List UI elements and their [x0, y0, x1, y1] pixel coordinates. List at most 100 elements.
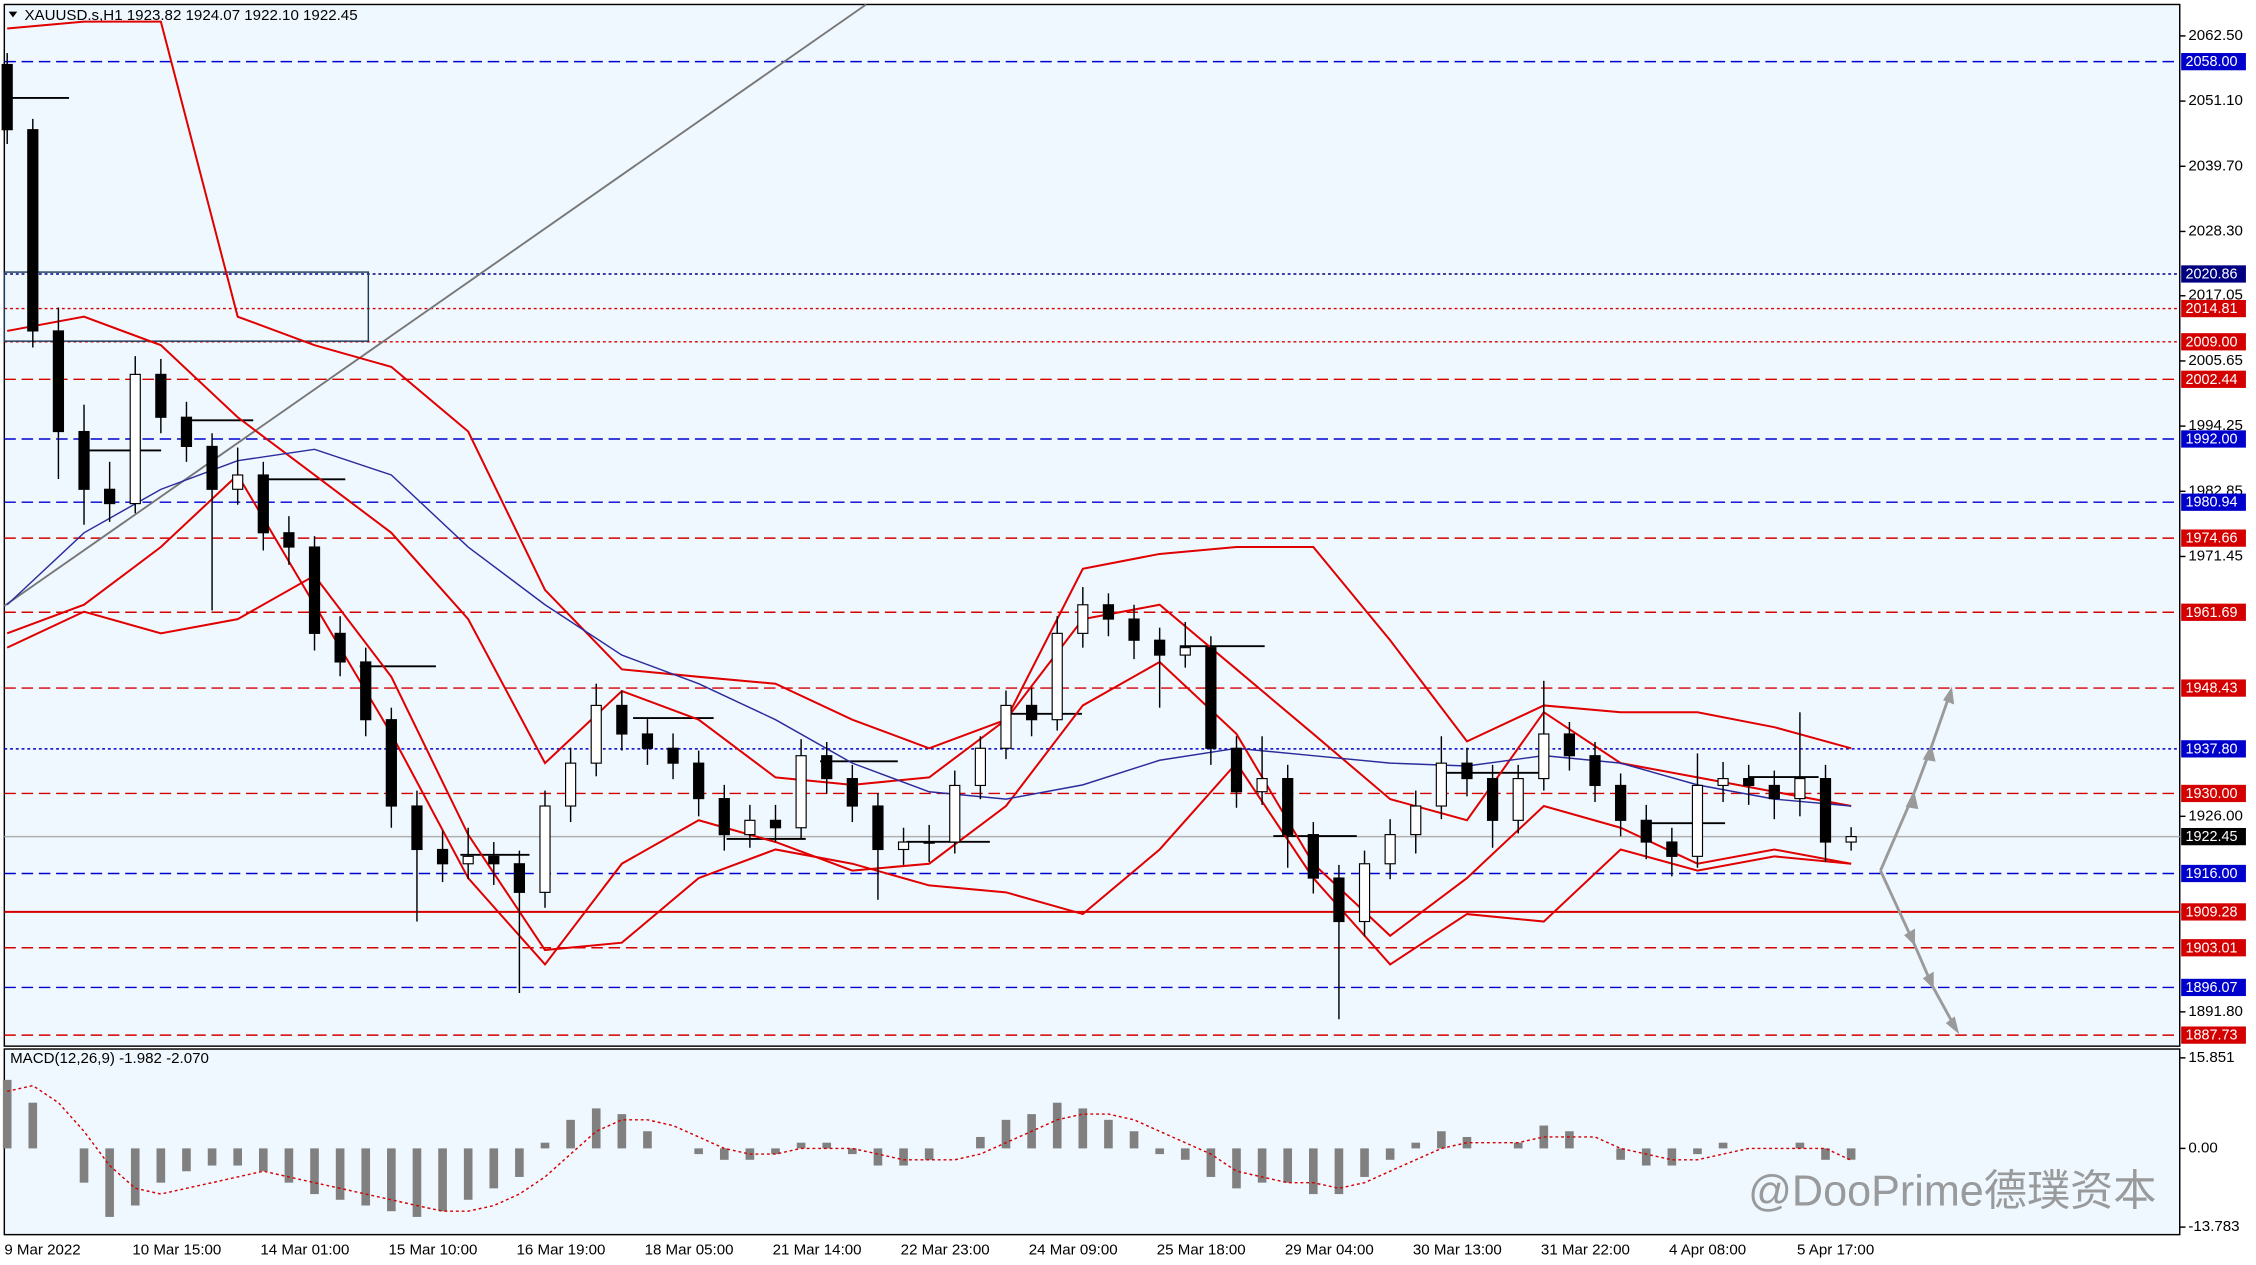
candle-body: [1563, 733, 1576, 757]
histogram-bar: [1283, 1148, 1293, 1183]
level-label: 2009.00: [2186, 334, 2238, 350]
level-label: 2002.44: [2186, 372, 2238, 388]
x-tick-label: 16 Mar 19:00: [517, 1241, 606, 1258]
candle-body: [27, 129, 39, 332]
level-label: 1887.73: [2186, 1028, 2238, 1044]
candle-body: [539, 805, 551, 893]
histogram-bar: [540, 1142, 550, 1149]
histogram-bar: [2, 1079, 12, 1149]
level-label: 1992.00: [2186, 431, 2238, 447]
level-label: 1980.94: [2186, 495, 2238, 511]
macd-title: MACD(12,26,9) -1.982 -2.070: [10, 1050, 209, 1067]
histogram-bar: [1232, 1148, 1241, 1189]
histogram-bar: [1206, 1148, 1216, 1177]
histogram-bar: [1155, 1148, 1164, 1155]
level-tag: [2181, 370, 2246, 388]
candle-body: [769, 819, 782, 829]
level-tag: [2181, 529, 2246, 547]
candle-body: [1358, 863, 1371, 923]
y-tick-label: 1971.45: [2188, 547, 2243, 564]
candle-body: [872, 805, 884, 851]
candle-body: [1768, 784, 1780, 800]
histogram-bar: [1616, 1148, 1625, 1160]
candle-body: [1051, 632, 1063, 721]
candle-body: [283, 532, 295, 548]
candle-body: [1025, 704, 1038, 721]
level-label: 1916.00: [2186, 866, 2238, 882]
candle-body: [385, 719, 397, 807]
candle-body: [1640, 819, 1652, 843]
candle-body: [1538, 733, 1550, 780]
candle-body: [1102, 604, 1115, 620]
x-tick-label: 22 Mar 23:00: [901, 1241, 990, 1258]
y-tick-label: 15.851: [2188, 1049, 2234, 1066]
layer: [4, 60, 2180, 1036]
y-tick-label: 0.00: [2188, 1139, 2217, 1156]
candle-body: [155, 373, 167, 418]
symbol-header: XAUUSD.s,H1 1923.82 1924.07 1922.10 1922…: [24, 7, 357, 24]
candle-body: [641, 733, 654, 749]
candle-body: [1333, 877, 1345, 923]
candle-body: [411, 805, 423, 851]
candle-body: [1128, 618, 1140, 641]
histogram-bar: [130, 1148, 140, 1206]
histogram-bar: [1462, 1136, 1472, 1149]
histogram-bar: [924, 1148, 934, 1160]
price-panel: [3, 3, 2181, 1047]
x-tick-label: 18 Mar 05:00: [645, 1241, 734, 1258]
histogram-bar: [489, 1148, 499, 1189]
histogram-bar: [1411, 1142, 1421, 1149]
candle-body: [1154, 639, 1166, 656]
y-tick-label: 2051.10: [2188, 92, 2243, 109]
histogram-bar: [387, 1148, 396, 1212]
level-tag: [2181, 53, 2246, 71]
histogram-bar: [1795, 1142, 1805, 1149]
x-tick-label: 21 Mar 14:00: [773, 1241, 862, 1258]
candle-body: [1461, 762, 1473, 780]
histogram-bar: [1129, 1131, 1139, 1149]
candle-body: [1486, 778, 1499, 821]
candle-body: [1307, 834, 1319, 879]
x-tick-label: 14 Mar 01:00: [260, 1241, 349, 1258]
histogram-bar: [1539, 1125, 1549, 1149]
candle-body: [513, 863, 526, 893]
histogram-bar: [105, 1148, 114, 1217]
candle-body: [846, 778, 858, 807]
candle-body: [52, 330, 65, 433]
candle-body: [565, 762, 577, 807]
y-tick-label: 2017.05: [2188, 287, 2243, 304]
candle-body: [949, 784, 961, 843]
candle-body: [667, 747, 679, 764]
candle-body: [1435, 762, 1447, 807]
histogram-bar: [1667, 1148, 1677, 1166]
histogram-bar: [1104, 1119, 1113, 1149]
candle-body: [308, 546, 321, 634]
candle-body: [1077, 604, 1089, 634]
histogram-bar: [694, 1148, 703, 1155]
level-tag: [2181, 333, 2246, 351]
histogram-bar: [28, 1102, 38, 1149]
histogram-bar: [412, 1148, 422, 1217]
y-tick-label: 2039.70: [2188, 157, 2243, 174]
histogram-bar: [848, 1148, 857, 1155]
level-label: 1937.80: [2186, 741, 2238, 757]
histogram-bar: [1052, 1102, 1062, 1149]
zone-box: [3, 271, 370, 342]
level-label: 2058.00: [2186, 54, 2238, 70]
candle-body: [693, 762, 705, 800]
x-tick-label: 5 Apr 17:00: [1797, 1241, 1874, 1258]
candle-body: [206, 445, 218, 490]
histogram-bar: [1846, 1148, 1856, 1160]
level-label: 1961.69: [2186, 605, 2238, 621]
histogram-bar: [591, 1108, 601, 1149]
x-tick-label: 30 Mar 13:00: [1413, 1241, 1502, 1258]
candle-body: [1615, 784, 1627, 821]
histogram-bar: [207, 1148, 217, 1166]
projection-arrows: [1879, 686, 1960, 1035]
level-label: 1909.28: [2186, 904, 2238, 920]
candle-body: [334, 632, 346, 663]
x-tick-label: 31 Mar 22:00: [1541, 1241, 1630, 1258]
candle-body: [1205, 647, 1217, 749]
histogram-bar: [1360, 1148, 1369, 1177]
candle-body: [974, 747, 986, 787]
